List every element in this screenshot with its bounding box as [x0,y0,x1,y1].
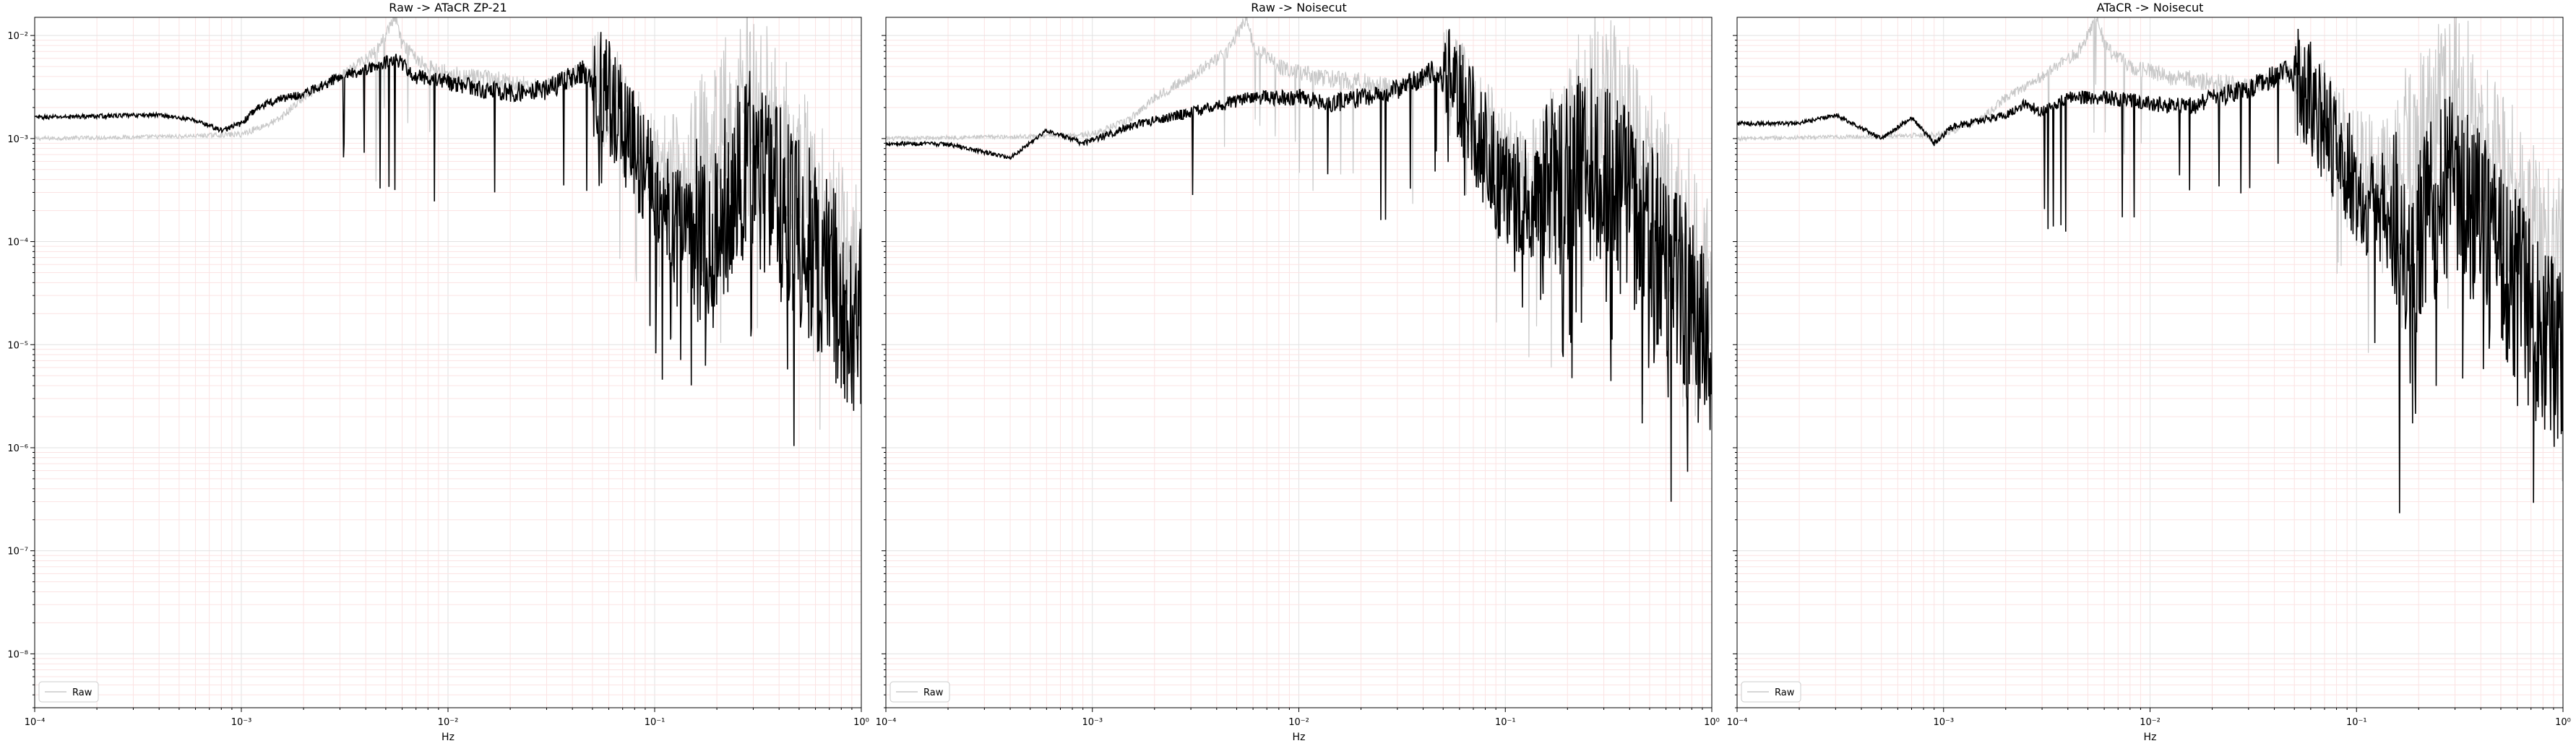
plot-panel-2: 10⁻⁴ 10⁻³ 10⁻² 10⁻¹ 10⁰ Raw -> Noisecut Hz Raw [876,1,1720,743]
grid-lines [1736,17,2564,708]
x-axis-label: Hz [441,732,455,743]
y-tick-label: 10⁻³ [7,134,28,145]
y-tick-label: 10⁻⁶ [7,443,28,454]
series-group [886,17,1712,502]
y-tick-label: 10⁻⁵ [7,340,28,351]
legend: Raw [1741,681,1801,703]
x-axis-label: Hz [1293,732,1306,743]
y-ticks [1733,35,1737,708]
legend: Raw [38,681,99,703]
x-tick-label: 10⁻³ [231,717,252,728]
legend: Raw [889,681,950,703]
y-tick-label: 10⁻⁴ [7,238,28,248]
x-tick-label: 10⁻³ [1082,717,1103,728]
x-ticks: 10⁻⁴ 10⁻³ 10⁻² 10⁻¹ 10⁰ [876,708,1720,728]
y-tick-label: 10⁻⁸ [7,649,28,660]
raw-series-line [35,17,861,430]
x-tick-label: 10⁻³ [1933,717,1954,728]
x-tick-label: 10⁻¹ [645,717,665,728]
corrected-series-line [35,32,861,446]
series-group [1737,17,2563,513]
y-tick-label: 10⁻² [7,31,28,42]
x-tick-label: 10⁰ [2555,717,2571,728]
y-ticks [882,35,886,708]
legend-label: Raw [1775,688,1795,698]
corrected-series-line [1737,28,2563,513]
x-tick-label: 10⁻¹ [1495,717,1516,728]
plot-panel-3: 10⁻⁴ 10⁻³ 10⁻² 10⁻¹ 10⁰ ATaCR -> Noisecut Hz Ra… [1727,1,2571,743]
series-group [35,17,861,446]
x-tick-label: 10⁻⁴ [1727,717,1748,728]
x-tick-label: 10⁻⁴ [876,717,897,728]
panel-title: Raw -> ATaCR ZP-21 [389,1,507,14]
panel-title: ATaCR -> Noisecut [2097,1,2204,14]
legend-box [38,681,99,703]
x-tick-label: 10⁻⁴ [25,717,46,728]
x-tick-label: 10⁻² [438,717,459,728]
legend-label: Raw [72,688,92,698]
x-tick-label: 10⁻² [1288,717,1309,728]
x-tick-label: 10⁻¹ [2346,717,2367,728]
x-tick-label: 10⁻² [2140,717,2161,728]
x-ticks: 10⁻⁴ 10⁻³ 10⁻² 10⁻¹ 10⁰ [1727,708,2571,728]
x-tick-label: 10⁰ [853,717,869,728]
y-ticks: 10⁻² 10⁻³ 10⁻⁴ 10⁻⁵ 10⁻⁶ 10⁻⁷ 10⁻⁸ [7,31,35,708]
x-tick-label: 10⁰ [1704,717,1720,728]
legend-box [889,681,950,703]
legend-label: Raw [923,688,944,698]
panel-title: Raw -> Noisecut [1251,1,1347,14]
y-tick-label: 10⁻⁷ [7,547,28,558]
x-ticks: 10⁻⁴ 10⁻³ 10⁻² 10⁻¹ 10⁰ [25,708,869,728]
plot-panel-1: 10⁻⁴ 10⁻³ 10⁻² 10⁻¹ 10⁰10⁻²10⁻³10⁻⁴10⁻⁵10⁻⁶1… [7,1,869,743]
legend-box [1741,681,1801,703]
corrected-series-line [886,29,1712,502]
x-axis-label: Hz [2144,732,2157,743]
